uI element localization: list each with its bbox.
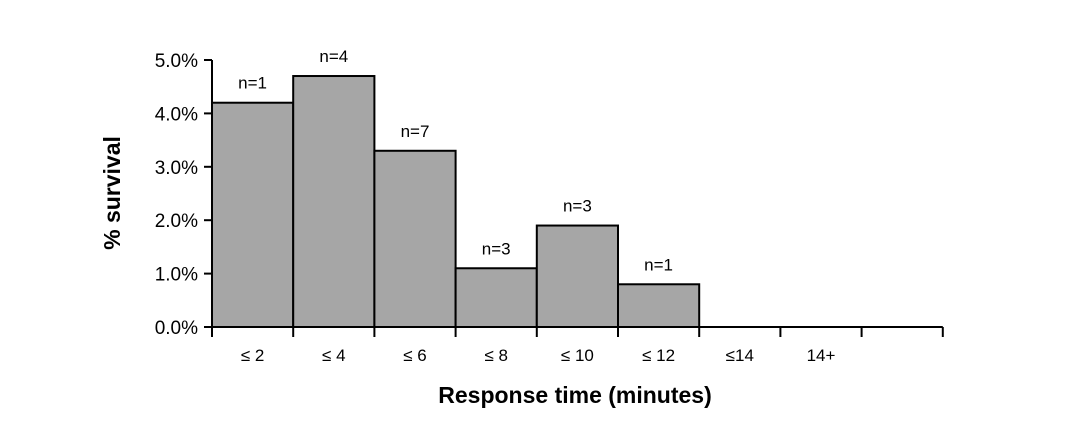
bar <box>292 75 376 328</box>
data-label: n=1 <box>238 74 267 93</box>
y-tick-label: 3.0% <box>155 158 198 179</box>
y-axis-title: % survival <box>99 136 125 250</box>
x-tick-label: ≤ 8 <box>484 346 508 365</box>
y-tick-label: 0.0% <box>155 318 198 339</box>
bar <box>211 101 295 328</box>
bars-layer <box>211 75 701 329</box>
y-tick-label: 5.0% <box>155 51 198 72</box>
data-label: n=3 <box>563 197 592 216</box>
axes-layer <box>204 59 944 337</box>
x-tick-label: 14+ <box>807 346 836 365</box>
bar <box>617 283 701 328</box>
x-tick-label: ≤ 4 <box>322 346 346 365</box>
bar <box>535 224 619 328</box>
y-tick-label: 4.0% <box>155 104 198 125</box>
x-tick-label: ≤ 2 <box>241 346 265 365</box>
data-label: n=1 <box>644 255 673 274</box>
y-tick-label: 1.0% <box>155 265 198 286</box>
data-label: n=7 <box>401 122 430 141</box>
labels-layer: 0.0% 1.0% 2.0% 3.0% 4.0% 5.0% ≤ 2 ≤ 4 ≤ 6 ≤ 8 ≤ 10… <box>155 47 836 365</box>
y-tick-label: 2.0% <box>155 211 198 232</box>
bar <box>373 149 457 328</box>
x-tick-label: ≤ 12 <box>642 346 675 365</box>
data-label: n=3 <box>482 239 511 258</box>
bar <box>454 267 538 329</box>
x-axis-title: Response time (minutes) <box>438 382 712 408</box>
data-label: n=4 <box>319 47 348 66</box>
x-tick-label: ≤ 10 <box>561 346 594 365</box>
x-tick-label: ≤14 <box>726 346 754 365</box>
x-tick-label: ≤ 6 <box>403 346 427 365</box>
